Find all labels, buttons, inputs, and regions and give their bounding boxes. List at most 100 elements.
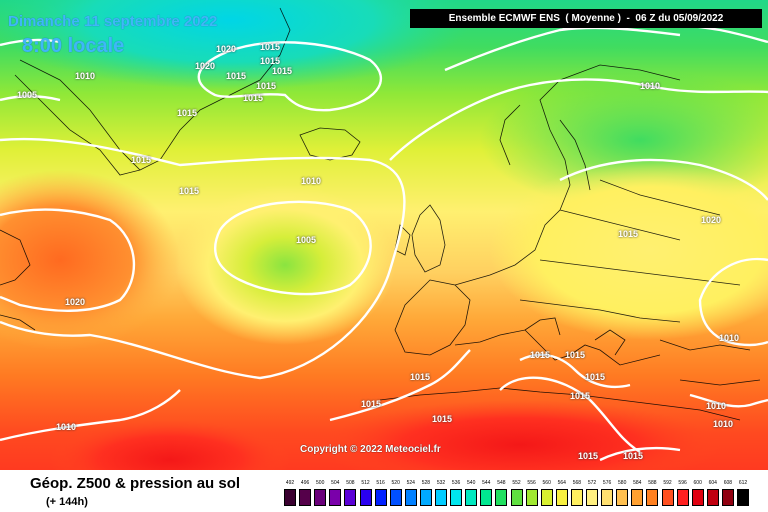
legend-tick-label: 568: [572, 480, 582, 486]
legend-tick-label: 576: [602, 480, 612, 486]
isobar-label: 1010: [300, 176, 322, 186]
footer-title: Géop. Z500 & pression au sol: [30, 475, 241, 492]
legend-swatch: [555, 489, 568, 506]
legend-tick-label: 516: [376, 480, 385, 486]
legend-tick-label: 532: [436, 480, 446, 486]
legend-swatch: [329, 489, 342, 506]
legend-tick-label: 600: [693, 480, 702, 486]
isobar-label: 1020: [215, 44, 237, 54]
isobar-label: 1015: [617, 229, 639, 239]
legend-swatch: [601, 489, 614, 506]
legend-swatch: [450, 489, 463, 506]
legend-tick-label: 608: [723, 480, 733, 486]
legend-tick-label: 524: [406, 480, 415, 486]
legend-swatch: [676, 489, 689, 506]
isobar-label: 1015: [178, 186, 200, 196]
legend-tick-label: 492: [285, 480, 295, 486]
isobar-label: 1015: [259, 56, 281, 66]
isobar-label: 1015: [176, 108, 198, 118]
legend-swatch: [344, 489, 357, 506]
isobar-label: 1010: [639, 81, 661, 91]
legend-tick-label: 604: [708, 480, 717, 486]
legend-swatch: [540, 489, 553, 506]
legend-swatch: [495, 489, 508, 506]
legend-tick-label: 544: [482, 480, 491, 486]
legend-swatch: [404, 489, 417, 506]
isobars: [0, 21, 768, 462]
forecast-lead-time: (+ 144h): [46, 496, 88, 508]
legend-swatch: [419, 489, 432, 506]
legend-swatch: [721, 489, 734, 506]
legend-swatch: [706, 489, 719, 506]
legend-swatch: [570, 489, 583, 506]
isobar-label: 1015: [360, 399, 382, 409]
legend-tick-label: 592: [663, 480, 672, 486]
legend-tick-label: 536: [451, 480, 461, 486]
forecast-local-time: 8:00 locale: [22, 35, 125, 57]
legend-tick-label: 548: [497, 480, 506, 486]
color-scale-legend: 492 496 500 504 508 512 516 520 524 528 532 536 540 5…: [284, 478, 752, 510]
forecast-map: 1020 1015 1020 1015 1015 1015 1015 1010 1005 1015…: [0, 0, 768, 470]
legend-swatch: [737, 489, 749, 506]
legend-swatch: [691, 489, 704, 506]
legend-swatch: [586, 489, 598, 506]
isobar-label: 1015: [577, 451, 599, 461]
isobar-label: 1015: [529, 350, 551, 360]
legend-swatch: [389, 489, 402, 506]
forecast-date: Dimanche 11 septembre 2022: [8, 13, 218, 30]
isobar-label: 1010: [74, 71, 96, 81]
legend-tick-label: 584: [633, 480, 642, 486]
legend-swatch: [646, 489, 659, 506]
model-run-banner: Ensemble ECMWF ENS ( Moyenne ) - 06 Z du…: [410, 9, 762, 28]
legend-tick-label: 596: [678, 480, 687, 486]
legend-swatch: [631, 489, 644, 506]
isobar-label: 1015: [259, 42, 281, 52]
legend-tick-label: 560: [542, 480, 551, 486]
legend-tick-label: 540: [467, 480, 476, 486]
legend-tick-label: 580: [618, 480, 627, 486]
isobar-label: 1015: [409, 372, 431, 382]
isobar-label: 1005: [16, 90, 38, 100]
isobar-label: 1015: [271, 66, 293, 76]
isobar-label: 1015: [622, 451, 644, 461]
legend-swatch: [465, 489, 478, 506]
isobar-label: 1015: [255, 81, 277, 91]
legend-tick-label: 612: [738, 480, 748, 486]
isobar-label: 1020: [700, 215, 722, 225]
copyright-notice: Copyright © 2022 Meteociel.fr: [300, 444, 441, 455]
legend-tick-label: 564: [557, 480, 566, 486]
legend-tick-label: 520: [391, 480, 400, 486]
isobar-label: 1005: [295, 235, 317, 245]
legend-swatch: [359, 489, 372, 506]
isobar-label: 1015: [431, 414, 453, 424]
isobar-label: 1010: [705, 401, 727, 411]
legend-tick-label: 572: [587, 480, 597, 486]
legend-swatch: [435, 489, 447, 506]
isobar-label: 1015: [569, 391, 591, 401]
legend-swatch: [299, 489, 312, 506]
legend-tick-label: 552: [512, 480, 521, 486]
legend-swatch: [480, 489, 493, 506]
isobar-label: 1010: [55, 422, 77, 432]
legend-swatch: [616, 489, 629, 506]
isobar-label: 1015: [564, 350, 586, 360]
legend-swatch: [284, 489, 296, 506]
map-canvas: [0, 0, 768, 470]
isobar-label: 1010: [712, 419, 734, 429]
legend-tick-label: 528: [421, 480, 431, 486]
isobar-label: 1010: [718, 333, 740, 343]
isobar-label: 1020: [194, 61, 216, 71]
legend-swatch: [510, 489, 523, 506]
legend-tick-label: 508: [346, 480, 355, 486]
isobar-label: 1015: [242, 93, 264, 103]
isobar-label: 1015: [584, 372, 606, 382]
legend-swatch: [661, 489, 674, 506]
footer-panel: Géop. Z500 & pression au sol (+ 144h) 49…: [0, 470, 768, 512]
legend-tick-label: 496: [300, 480, 310, 486]
legend-tick-label: 500: [316, 480, 325, 486]
legend-tick-label: 512: [361, 480, 370, 486]
legend-tick-label: 588: [648, 480, 657, 486]
legend-swatch: [314, 489, 327, 506]
legend-swatch: [525, 489, 538, 506]
